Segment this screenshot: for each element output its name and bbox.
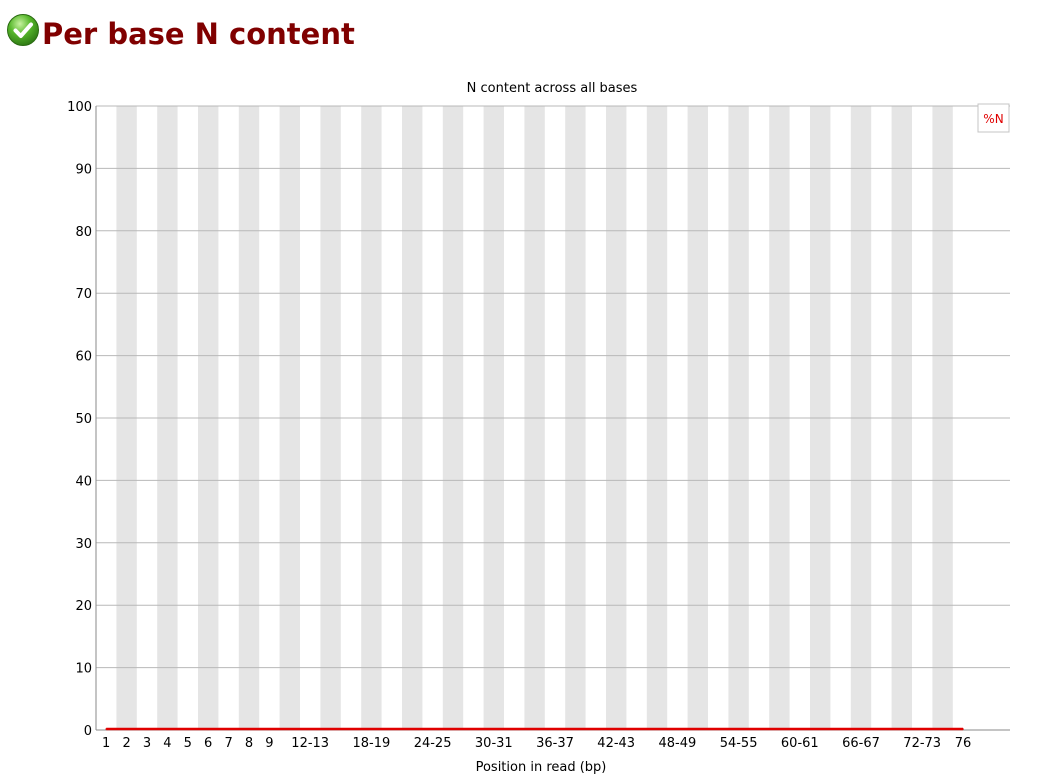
point-4 (166, 728, 169, 730)
x-tick-36-37: 36-37 (536, 736, 574, 751)
point-64-65 (839, 728, 842, 730)
x-tick-30-31: 30-31 (475, 736, 513, 751)
point-72-73 (921, 728, 923, 730)
point-1 (105, 728, 107, 730)
point-70-71 (901, 728, 903, 730)
x-tick-12-13: 12-13 (291, 736, 329, 751)
y-tick-0: 0 (84, 724, 92, 739)
x-tick-9: 9 (265, 736, 273, 751)
x-tick-24-25: 24-25 (414, 736, 452, 751)
x-tick-60-61: 60-61 (781, 736, 819, 751)
x-tick-66-67: 66-67 (842, 736, 880, 751)
point-56-57 (758, 728, 760, 730)
point-30-31 (493, 728, 495, 730)
y-tick-90: 90 (75, 162, 92, 177)
x-tick-3: 3 (143, 736, 151, 751)
y-tick-10: 10 (75, 662, 92, 677)
point-9 (268, 728, 271, 730)
point-12-13 (309, 728, 312, 730)
module-header: Per base N content (6, 12, 355, 48)
page-title: Per base N content (42, 16, 355, 51)
point-40-41 (595, 728, 597, 730)
point-60-61 (799, 728, 801, 730)
x-tick-5: 5 (184, 736, 192, 751)
series-lines (105, 727, 964, 731)
point-26-27 (452, 728, 454, 730)
point-14-15 (329, 728, 332, 730)
point-52-53 (717, 728, 719, 730)
x-tick-18-19: 18-19 (353, 736, 391, 751)
point-44-45 (635, 728, 638, 730)
point-8 (248, 728, 250, 730)
x-axis-label: Position in read (bp) (476, 760, 607, 775)
point-32-33 (513, 728, 515, 730)
point-76 (962, 728, 964, 730)
x-tick-4: 4 (163, 736, 171, 751)
point-58-59 (778, 728, 781, 730)
point-24-25 (431, 728, 434, 730)
x-tick-labels: 1 2 3 4 5 6 7 8 9 12-13 18-19 24-25 30-31 36-37 42-43 4… (102, 736, 971, 751)
x-tick-48-49: 48-49 (659, 736, 697, 751)
point-54-55 (737, 728, 740, 730)
point-74-75 (941, 728, 944, 730)
y-tick-30: 30 (75, 537, 92, 552)
point-28-29 (472, 728, 475, 730)
y-tick-labels: 0 10 20 30 40 50 60 70 80 90 100 (67, 100, 92, 739)
point-36-37 (554, 728, 556, 730)
y-tick-70: 70 (75, 287, 92, 302)
y-tick-100: 100 (67, 100, 92, 115)
y-tick-60: 60 (75, 350, 92, 365)
point-7 (227, 728, 230, 730)
point-6 (207, 728, 209, 730)
point-20-21 (391, 728, 393, 730)
point-46-47 (656, 728, 658, 730)
y-tick-20: 20 (75, 599, 92, 614)
x-tick-42-43: 42-43 (597, 736, 635, 751)
point-38-39 (574, 728, 577, 730)
point-3 (146, 728, 148, 730)
point-18-19 (370, 728, 373, 730)
y-tick-50: 50 (75, 412, 92, 427)
chart-title: N content across all bases (467, 81, 638, 96)
y-tick-40: 40 (75, 474, 92, 489)
point-5 (187, 728, 189, 730)
chart-legend: %N (977, 103, 1010, 133)
point-66-67 (860, 728, 862, 730)
x-tick-8: 8 (245, 736, 253, 751)
point-16-17 (350, 728, 352, 730)
point-68-69 (880, 728, 883, 730)
x-tick-7: 7 (224, 736, 232, 751)
point-48-49 (676, 728, 679, 730)
point-34-35 (533, 728, 536, 730)
point-22-23 (411, 728, 414, 730)
x-tick-72-73: 72-73 (903, 736, 941, 751)
x-tick-2: 2 (122, 736, 130, 751)
x-tick-54-55: 54-55 (720, 736, 758, 751)
point-10-11 (289, 728, 291, 730)
x-tick-6: 6 (204, 736, 212, 751)
x-tick-76: 76 (955, 736, 972, 751)
grid-lines (96, 105, 1010, 669)
legend-label: %N (983, 112, 1003, 126)
y-tick-80: 80 (75, 225, 92, 240)
point-2 (125, 728, 128, 730)
point-62-63 (819, 728, 821, 730)
check-circle-icon (7, 14, 39, 46)
point-50-51 (697, 728, 699, 730)
legend-box (977, 103, 1010, 133)
x-tick-1: 1 (102, 736, 110, 751)
point-42-43 (615, 728, 617, 730)
